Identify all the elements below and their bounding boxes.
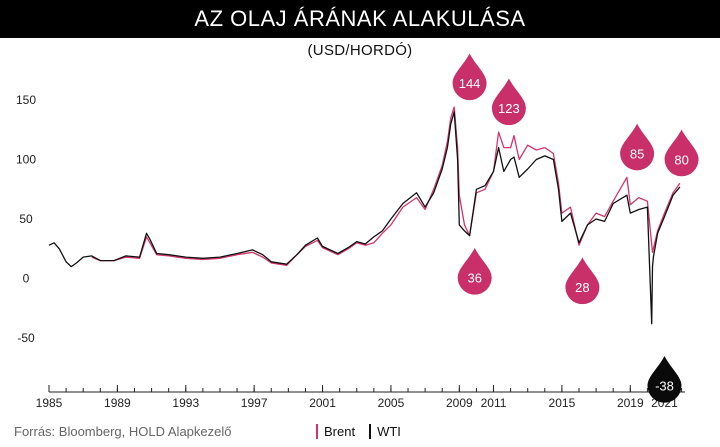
x-axis: 1985 1989 1993 1997 2001 2005 2009 2011 2015 2019… xyxy=(36,385,685,410)
chart-title: AZ OLAJ ÁRÁNAK ALAKULÁSA xyxy=(0,0,720,38)
x-tick-label: 2019 xyxy=(617,396,644,410)
series-layer xyxy=(48,106,681,325)
x-tick-label: 2011 xyxy=(481,396,507,410)
annotation-label: 123 xyxy=(498,101,520,116)
annotation-label: 80 xyxy=(674,152,688,167)
drop-shape xyxy=(565,257,600,305)
y-tick-label: 50 xyxy=(19,212,33,226)
drop-shape xyxy=(647,355,682,403)
drop-shape xyxy=(457,247,492,295)
legend-label-brent: Brent xyxy=(324,424,356,439)
x-tick-label: 1997 xyxy=(241,396,268,410)
x-tick-label: 1993 xyxy=(172,396,199,410)
legend-swatch-wti xyxy=(369,424,372,439)
legend-label-wti: WTI xyxy=(377,424,401,439)
annotation-drop: 28 xyxy=(565,257,600,305)
drop-shape xyxy=(452,53,487,101)
legend-item-wti: WTI xyxy=(369,424,401,439)
drop-shape xyxy=(491,78,526,126)
annotation-label: -38 xyxy=(655,379,674,394)
x-tick-label: 2001 xyxy=(309,396,336,410)
annotation-label: 28 xyxy=(575,280,589,295)
annotation-drop: 36 xyxy=(457,247,492,295)
annotation-label: 144 xyxy=(459,76,481,91)
annotation-layer: 144 36 123 28 85 80 -38 xyxy=(452,53,699,403)
y-tick-label: 150 xyxy=(16,93,36,107)
x-tick-label: 2009 xyxy=(446,396,473,410)
series-line-wti xyxy=(48,111,681,325)
annotation-drop: 80 xyxy=(664,129,699,177)
annotation-drop: -38 xyxy=(647,355,682,403)
series-line-brent xyxy=(91,106,681,267)
annotation-drop: 85 xyxy=(620,123,655,171)
x-tick-label: 1989 xyxy=(104,396,131,410)
annotation-drop: 123 xyxy=(491,78,526,126)
x-tick-label: 2005 xyxy=(378,396,405,410)
annotation-label: 85 xyxy=(630,146,644,161)
chart-subtitle: (USD/HORDÓ) xyxy=(307,42,413,59)
legend-item-brent: Brent xyxy=(316,424,355,439)
y-tick-label: 0 xyxy=(23,272,30,286)
y-tick-label: 100 xyxy=(16,153,36,167)
x-tick-label: 1985 xyxy=(36,396,63,410)
legend-swatch-brent xyxy=(316,424,318,439)
legend: Brent WTI xyxy=(316,424,401,439)
x-tick-label: 2015 xyxy=(549,396,576,410)
drop-shape xyxy=(620,123,655,171)
drop-shape xyxy=(664,129,699,177)
annotation-drop: 144 xyxy=(452,53,487,101)
y-tick-label: -50 xyxy=(17,331,35,345)
annotation-label: 36 xyxy=(467,271,481,286)
y-axis: 150 100 50 0 -50 xyxy=(16,93,36,345)
source-note: Forrás: Bloomberg, HOLD Alapkezelő xyxy=(14,424,232,439)
